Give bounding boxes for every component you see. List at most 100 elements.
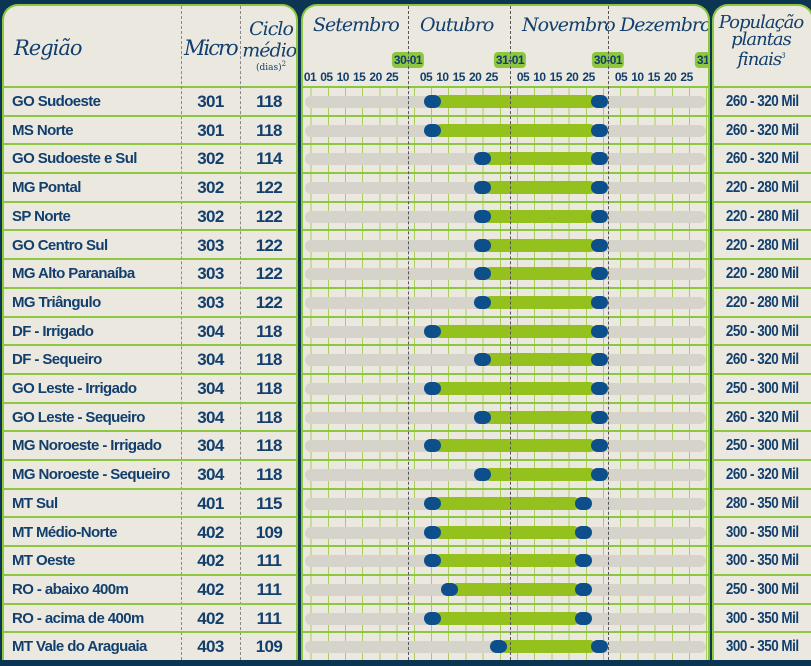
window-start-marker bbox=[473, 410, 491, 424]
day-tick: 15 bbox=[647, 70, 661, 84]
day-tick: 15 bbox=[452, 70, 466, 84]
micro-value: 303 bbox=[197, 264, 224, 284]
day-tick: 05 bbox=[320, 70, 333, 84]
footnote-3: 3 bbox=[781, 52, 786, 60]
calendar-row bbox=[303, 174, 708, 203]
calendar-row bbox=[303, 490, 708, 519]
window-end-marker bbox=[591, 439, 608, 453]
ciclo-value: 118 bbox=[256, 92, 282, 111]
planting-window-bar bbox=[434, 123, 596, 137]
window-start-marker bbox=[424, 611, 442, 625]
population-row: 260 - 320 Mil bbox=[714, 145, 811, 175]
window-start-marker bbox=[424, 554, 442, 568]
table-row: DF - Irrigado 304 118 bbox=[4, 318, 296, 347]
population-value: 220 - 280 Mil bbox=[725, 236, 799, 254]
population-value: 220 - 280 Mil bbox=[725, 179, 799, 197]
window-start-marker bbox=[473, 152, 491, 166]
window-start-marker bbox=[424, 324, 442, 338]
micro-value: 302 bbox=[197, 178, 224, 198]
ciclo-value: 122 bbox=[255, 292, 283, 312]
population-row: 250 - 300 Mil bbox=[714, 432, 811, 462]
day-tick: 20 bbox=[469, 70, 482, 84]
calendar-row bbox=[303, 260, 708, 289]
micro-value: 401 bbox=[197, 493, 224, 513]
population-cell: 280 - 350 Mil bbox=[714, 490, 810, 517]
population-cell: 260 - 320 Mil bbox=[714, 117, 810, 144]
population-cell: 250 - 300 Mil bbox=[714, 432, 810, 459]
table-row: RO - abaixo 400m 402 111 bbox=[4, 576, 296, 605]
population-value: 260 - 320 Mil bbox=[725, 466, 799, 484]
region-table: Região Micro Ciclo médio1 (dias)2 GO Sud… bbox=[2, 4, 298, 660]
window-start-marker bbox=[424, 525, 442, 539]
window-end-marker bbox=[591, 410, 608, 424]
calendar-row bbox=[303, 605, 708, 634]
window-start-marker bbox=[490, 640, 508, 654]
day-tick: 10 bbox=[336, 70, 350, 84]
day-tick: 25 bbox=[582, 70, 595, 84]
region-name: MG Alto Paranaíba bbox=[12, 265, 135, 283]
planting-window-bar bbox=[483, 181, 596, 195]
window-end-marker bbox=[574, 582, 592, 596]
table-row: MG Noroeste - Irrigado 304 118 bbox=[4, 432, 296, 462]
micro-value: 304 bbox=[197, 465, 224, 485]
region-name: GO Sudoeste e Sul bbox=[12, 150, 137, 168]
window-start-marker bbox=[473, 267, 491, 281]
region-name: MS Norte bbox=[12, 121, 74, 139]
table-row: MT Vale do Araguaia 403 109 bbox=[4, 633, 296, 660]
micro-value: 403 bbox=[197, 637, 224, 657]
population-cell: 300 - 350 Mil bbox=[714, 605, 810, 632]
micro-value: 402 bbox=[197, 551, 224, 571]
month-label-0: Setembro bbox=[313, 14, 400, 36]
header-micro: Micro bbox=[184, 36, 239, 60]
population-row: 250 - 300 Mil bbox=[714, 576, 811, 605]
planting-window-bar bbox=[483, 152, 596, 166]
table-row: MG Alto Paranaíba 303 122 bbox=[4, 260, 296, 289]
population-cell: 260 - 320 Mil bbox=[714, 88, 810, 115]
header-ciclo: Ciclo médio1 (dias)2 bbox=[242, 20, 296, 74]
calendar-row bbox=[303, 117, 708, 146]
table-row: SP Norte 302 122 bbox=[4, 203, 296, 232]
day-tick: 15 bbox=[549, 70, 563, 84]
window-end-marker bbox=[591, 181, 608, 195]
window-end-marker bbox=[591, 123, 608, 137]
population-row: 260 - 320 Mil bbox=[714, 461, 811, 490]
date-badge: 31 bbox=[694, 52, 710, 68]
region-name: DF - Sequeiro bbox=[12, 351, 102, 369]
day-tick: 20 bbox=[369, 70, 382, 84]
population-cell: 220 - 280 Mil bbox=[714, 174, 810, 201]
population-row: 250 - 300 Mil bbox=[714, 375, 811, 404]
micro-value: 303 bbox=[197, 235, 224, 255]
planting-window-bar bbox=[500, 640, 596, 654]
calendar-row bbox=[303, 461, 708, 490]
ciclo-value: 118 bbox=[256, 120, 282, 140]
month-divider bbox=[510, 6, 511, 660]
ciclo-value: 118 bbox=[256, 436, 282, 456]
calendar-row bbox=[303, 432, 708, 462]
planting-window-bar bbox=[434, 382, 596, 395]
day-tick: 15 bbox=[353, 70, 366, 84]
population-row: 260 - 320 Mil bbox=[714, 117, 811, 146]
window-end-marker bbox=[591, 152, 608, 166]
population-cell: 220 - 280 Mil bbox=[714, 260, 810, 287]
month-label-2: Novembro bbox=[522, 14, 616, 36]
day-tick: 05 bbox=[419, 70, 433, 84]
planting-window-bar bbox=[434, 95, 596, 108]
region-name: MT Oeste bbox=[12, 552, 75, 570]
table-row: GO Leste - Sequeiro 304 118 bbox=[4, 404, 296, 433]
population-row: 260 - 320 Mil bbox=[714, 88, 811, 117]
region-name: RO - acima de 400m bbox=[12, 609, 144, 627]
window-start-marker bbox=[424, 95, 442, 108]
table-row: MG Noroeste - Sequeiro 304 118 bbox=[4, 461, 296, 490]
region-name: MG Noroeste - Irrigado bbox=[12, 437, 162, 455]
population-cell: 260 - 320 Mil bbox=[714, 346, 810, 373]
planting-window-bar bbox=[483, 353, 596, 367]
ciclo-value: 114 bbox=[256, 149, 282, 169]
micro-value: 304 bbox=[197, 350, 224, 370]
window-end-marker bbox=[591, 324, 608, 338]
population-cell: 300 - 350 Mil bbox=[714, 547, 810, 574]
month-divider bbox=[408, 6, 409, 660]
population-row: 220 - 280 Mil bbox=[714, 232, 811, 261]
population-value: 220 - 280 Mil bbox=[725, 293, 799, 311]
calendar-row bbox=[303, 88, 708, 117]
population-cell: 220 - 280 Mil bbox=[714, 289, 810, 316]
